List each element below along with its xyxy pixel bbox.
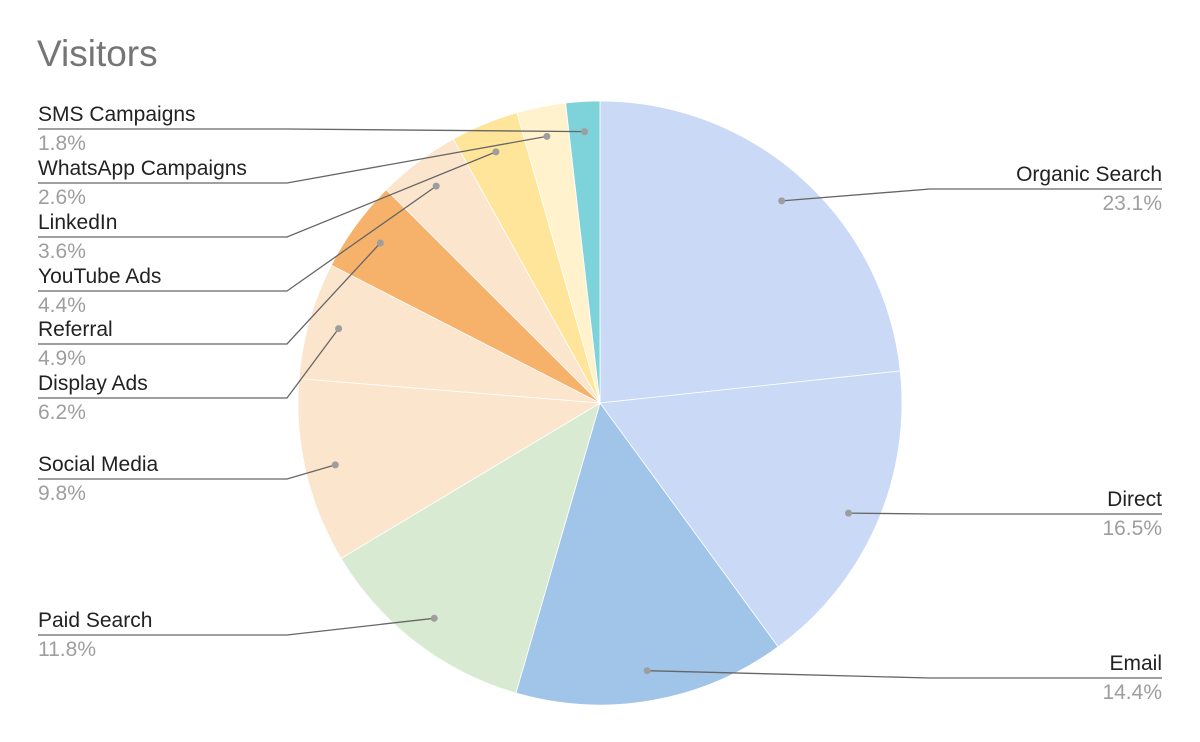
leader-dot-linkedin	[492, 148, 500, 156]
slice-label-email: Email	[1109, 652, 1162, 675]
slice-percent-social-media: 9.8%	[38, 482, 86, 505]
pie-slices	[297, 100, 903, 706]
slice-label-paid-search: Paid Search	[38, 609, 152, 632]
leader-dot-display-ads	[335, 325, 343, 333]
slice-percent-whatsapp-campaigns: 2.6%	[38, 186, 86, 209]
leader-line-paid-search	[38, 617, 435, 636]
pie-slice-social-media[interactable]	[297, 378, 602, 559]
pie-slice-email[interactable]	[515, 402, 779, 706]
slice-percent-email: 14.4%	[1102, 681, 1162, 704]
slice-percent-youtube-ads: 4.4%	[38, 294, 86, 317]
leader-line-linkedin	[38, 151, 497, 238]
leader-dot-email	[643, 667, 651, 675]
leader-line-sms-campaigns	[38, 128, 585, 133]
leader-line-social-media	[38, 464, 336, 480]
leader-dot-youtube-ads	[432, 182, 440, 190]
slice-label-organic-search: Organic Search	[1016, 163, 1162, 186]
slice-label-whatsapp-campaigns: WhatsApp Campaigns	[38, 157, 247, 180]
slice-label-sms-campaigns: SMS Campaigns	[38, 103, 196, 126]
slice-percent-paid-search: 11.8%	[38, 638, 96, 661]
pie-slice-direct[interactable]	[599, 370, 903, 648]
slice-percent-direct: 16.5%	[1102, 517, 1162, 540]
pie-slice-organic-search[interactable]	[599, 100, 901, 404]
slice-label-display-ads: Display Ads	[38, 372, 148, 395]
slice-percent-display-ads: 6.2%	[38, 401, 86, 424]
leader-dot-social-media	[331, 461, 339, 469]
slice-percent-organic-search: 23.1%	[1102, 192, 1162, 215]
leader-line-youtube-ads	[38, 185, 437, 292]
pie-slice-sms-campaigns[interactable]	[565, 100, 601, 404]
leader-dot-sms-campaigns	[581, 128, 588, 136]
leader-line-organic-search	[781, 188, 1162, 202]
leader-line-referral	[38, 242, 381, 345]
leader-dot-paid-search	[430, 614, 438, 622]
leader-line-direct	[848, 512, 1162, 515]
slice-label-referral: Referral	[38, 318, 113, 341]
leader-dot-organic-search	[778, 197, 786, 205]
leader-dot-referral	[376, 239, 384, 247]
slice-labels: Organic Search 23.1% Direct 16.5% Email 14.4%…	[38, 103, 1162, 704]
slice-percent-referral: 4.9%	[38, 347, 86, 370]
leader-dot-whatsapp-campaigns	[543, 132, 551, 140]
slice-percent-linkedin: 3.6%	[38, 240, 86, 263]
pie-slice-paid-search[interactable]	[340, 402, 601, 694]
leader-line-display-ads	[38, 328, 340, 399]
slice-percent-sms-campaigns: 1.8%	[38, 132, 86, 155]
slice-label-youtube-ads: YouTube Ads	[38, 265, 161, 288]
leader-lines	[38, 128, 1162, 679]
leader-dot-direct	[845, 509, 852, 517]
leader-line-email	[647, 670, 1162, 679]
chart-title: Visitors	[37, 33, 158, 74]
leader-line-whatsapp-campaigns	[38, 135, 548, 184]
slice-label-social-media: Social Media	[38, 453, 159, 476]
slice-label-linkedin: LinkedIn	[38, 211, 117, 234]
slice-label-direct: Direct	[1107, 488, 1162, 511]
